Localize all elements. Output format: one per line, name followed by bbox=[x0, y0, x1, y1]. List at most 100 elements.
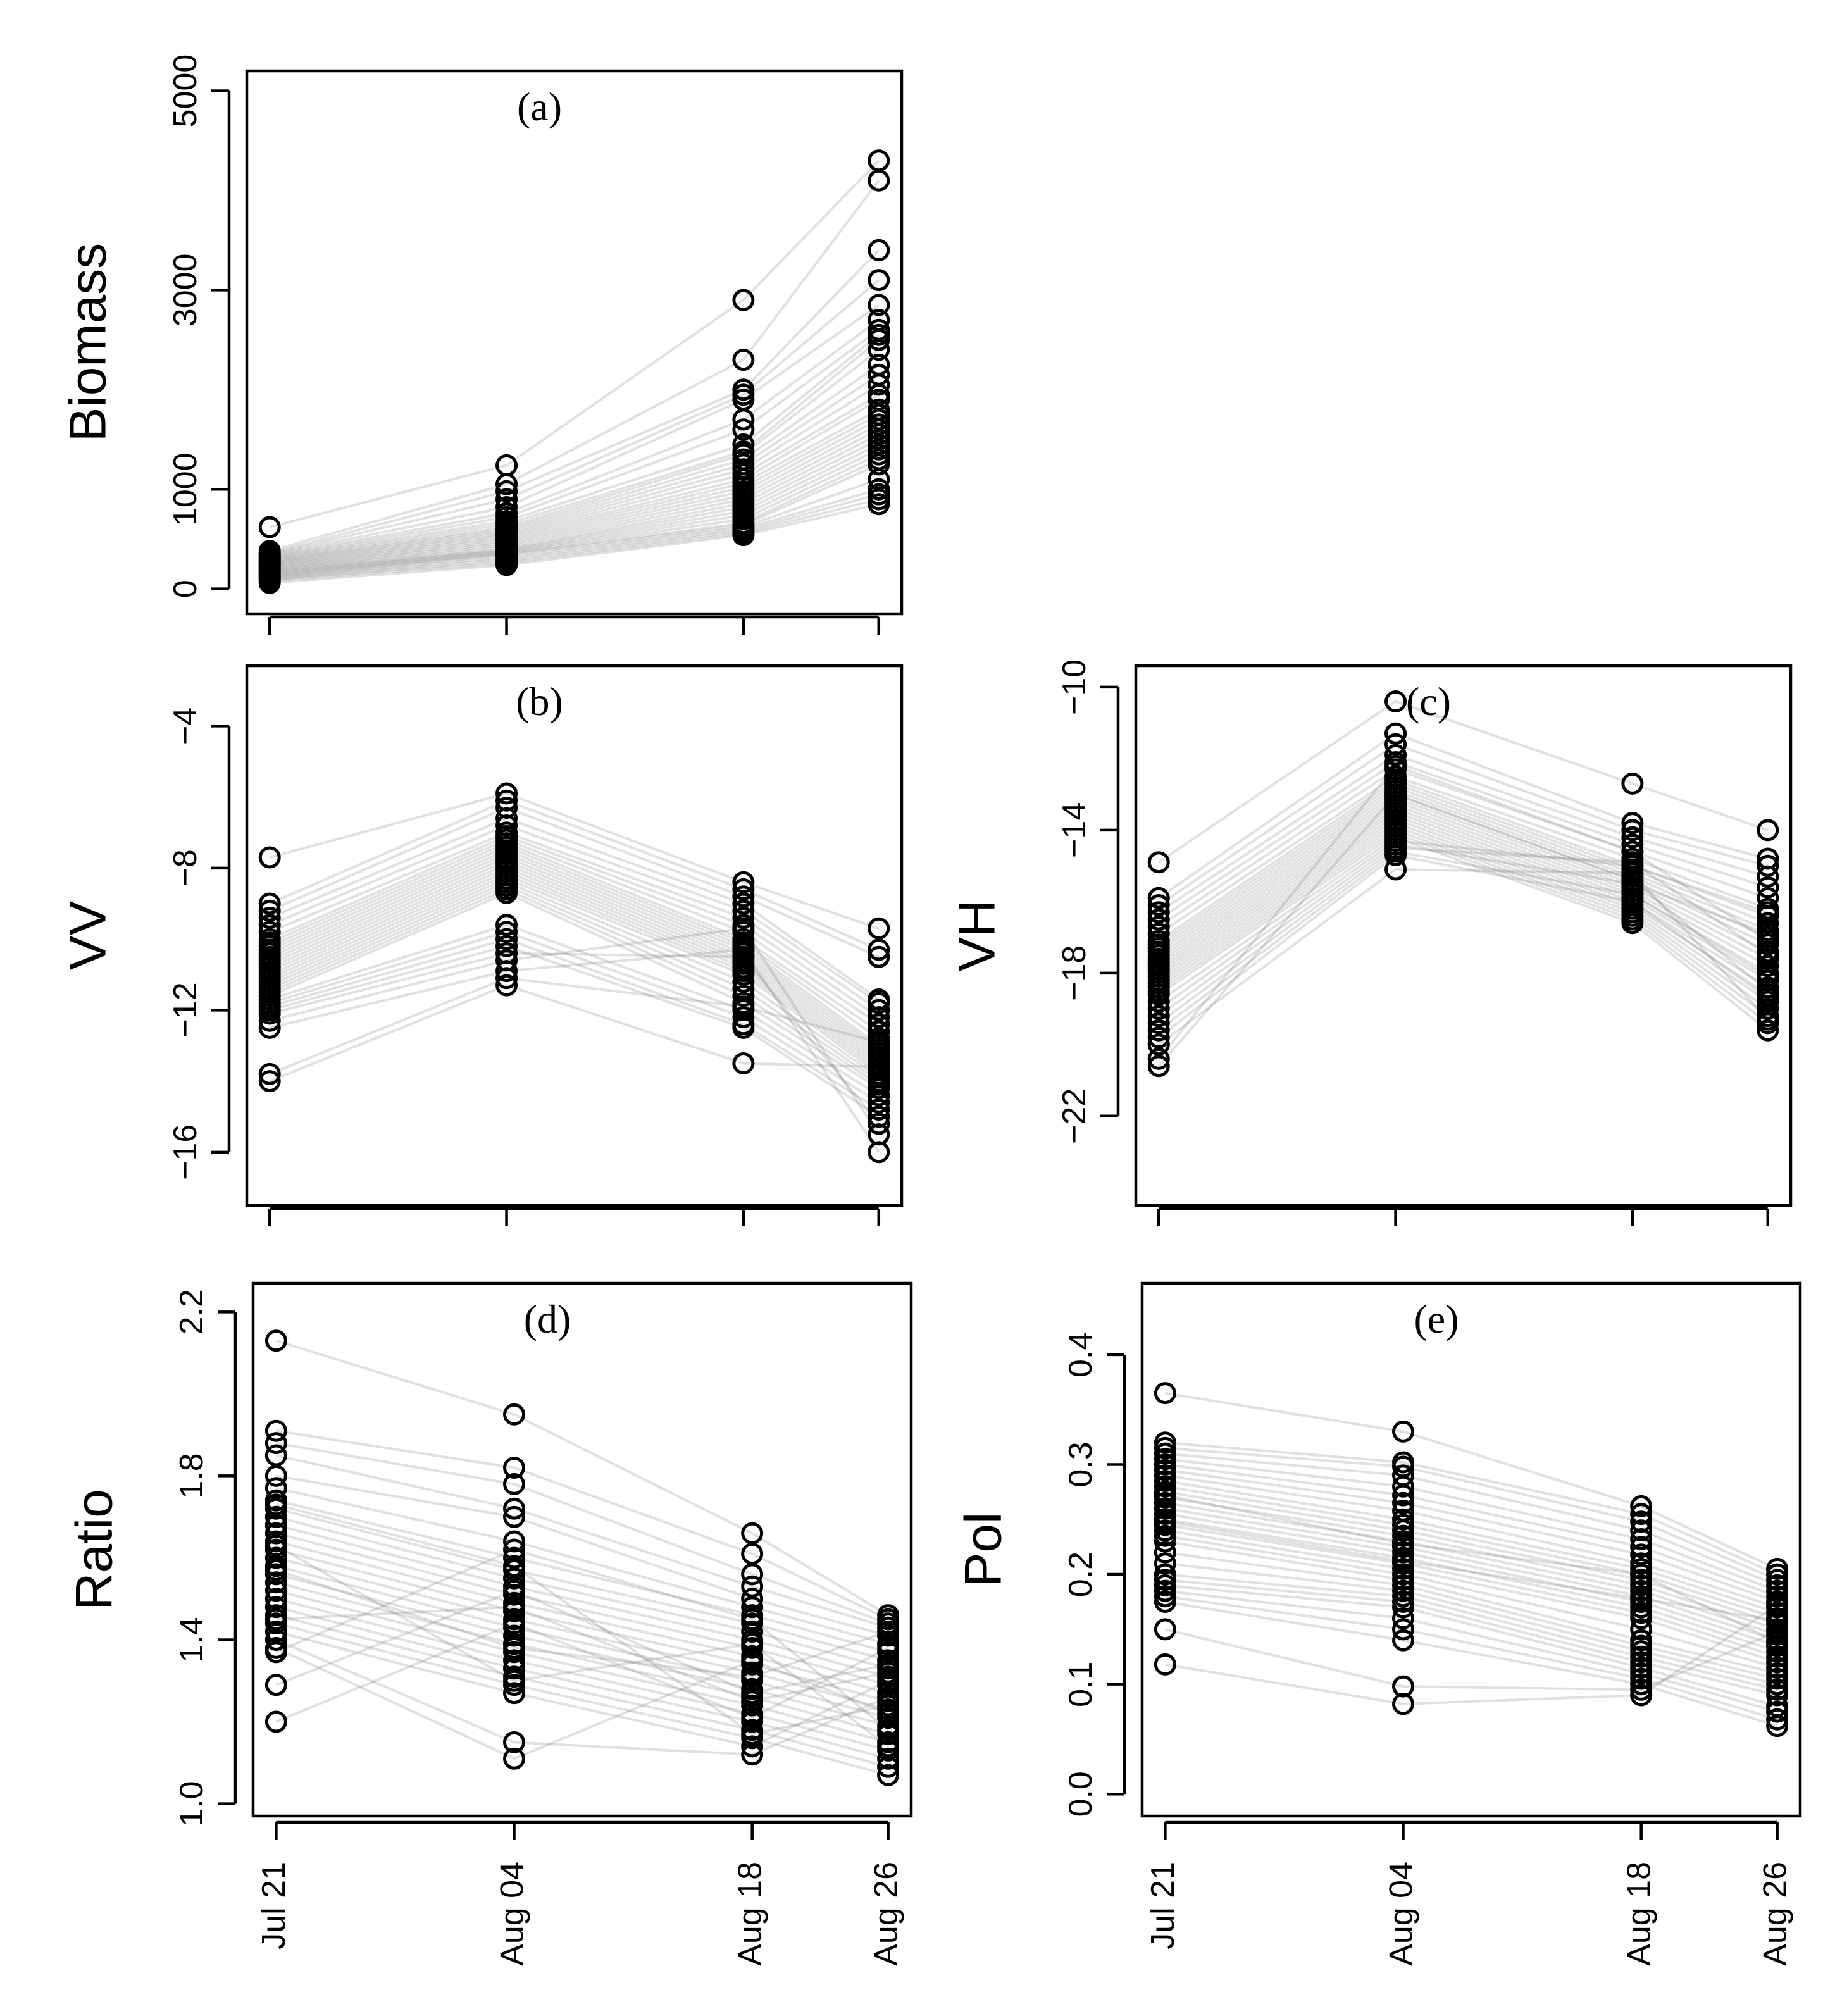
trajectory-line bbox=[1158, 743, 1769, 907]
data-point bbox=[1757, 980, 1779, 1002]
trajectory-line bbox=[270, 423, 880, 571]
data-point bbox=[877, 1694, 900, 1717]
trajectory-line bbox=[269, 983, 879, 1083]
data-point bbox=[741, 1690, 764, 1713]
trajectory-line bbox=[275, 1572, 889, 1727]
x-tick-label: Jul 21 bbox=[256, 1862, 292, 1950]
trajectory-line bbox=[1158, 800, 1769, 964]
trajectory-line bbox=[1158, 811, 1769, 981]
trajectory-line bbox=[275, 1589, 889, 1695]
data-point bbox=[258, 1009, 281, 1032]
trajectory-line bbox=[275, 1614, 889, 1769]
trajectory-line bbox=[269, 842, 880, 1033]
y-tick-label: 1.0 bbox=[173, 1781, 210, 1826]
data-point bbox=[741, 1665, 764, 1688]
data-point bbox=[264, 1559, 287, 1581]
trajectory-line bbox=[1165, 1502, 1778, 1636]
data-point bbox=[741, 1682, 764, 1705]
trajectory-line bbox=[1165, 1391, 1778, 1571]
data-point bbox=[495, 921, 518, 943]
trajectory-line bbox=[1158, 847, 1769, 1024]
trajectory-line bbox=[1165, 1496, 1778, 1631]
trajectory-line bbox=[269, 835, 880, 1019]
data-point bbox=[868, 493, 890, 516]
trajectory-line bbox=[1165, 1529, 1778, 1664]
trajectory-line bbox=[1158, 796, 1769, 960]
data-point bbox=[868, 945, 890, 968]
trajectory-line bbox=[269, 383, 880, 564]
data-point bbox=[1766, 1620, 1789, 1643]
data-point bbox=[732, 985, 755, 1007]
trajectory-line bbox=[269, 938, 880, 1111]
trajectory-line bbox=[275, 1486, 889, 1645]
data-point bbox=[495, 928, 518, 950]
trajectory-line bbox=[275, 1638, 889, 1756]
y-tick-label: −14 bbox=[1056, 802, 1093, 858]
y-tick-label: 1.8 bbox=[173, 1453, 210, 1498]
data-point bbox=[732, 892, 755, 915]
trajectory-line bbox=[1157, 793, 1769, 1067]
data-point bbox=[741, 1723, 764, 1745]
x-tick-label: Aug 04 bbox=[1383, 1862, 1419, 1966]
data-point bbox=[258, 892, 281, 915]
trajectory-line bbox=[275, 1630, 889, 1748]
data-point bbox=[1392, 1475, 1415, 1498]
panel-label: (e) bbox=[1414, 1297, 1459, 1341]
data-point bbox=[1757, 854, 1779, 877]
trajectory-line bbox=[1158, 828, 1769, 1017]
trajectory-line bbox=[1158, 732, 1769, 899]
data-point bbox=[503, 1669, 526, 1692]
data-point bbox=[1392, 1491, 1415, 1514]
x-tick-label: Aug 18 bbox=[1621, 1862, 1657, 1966]
trajectory-line bbox=[1165, 1562, 1778, 1686]
data-point bbox=[1147, 990, 1170, 1013]
data-point bbox=[868, 328, 890, 351]
data-point bbox=[503, 1731, 526, 1753]
trajectory-line bbox=[270, 448, 880, 575]
trajectory-line bbox=[1165, 1441, 1778, 1576]
data-point bbox=[503, 1505, 526, 1528]
data-point bbox=[868, 169, 890, 192]
trajectory-line bbox=[275, 1507, 889, 1662]
panel-label: (d) bbox=[524, 1297, 571, 1341]
trajectory-line bbox=[270, 443, 880, 575]
data-point bbox=[495, 967, 518, 990]
data-point bbox=[877, 1686, 900, 1708]
trajectory-line bbox=[275, 1581, 889, 1736]
data-point bbox=[868, 294, 890, 316]
trajectory-line bbox=[275, 1544, 889, 1748]
y-tick-label: −10 bbox=[1056, 659, 1093, 715]
y-tick-label: −12 bbox=[167, 982, 204, 1038]
data-point bbox=[264, 1641, 287, 1664]
data-point bbox=[1384, 858, 1407, 881]
data-point bbox=[1621, 819, 1644, 842]
data-point bbox=[868, 1091, 890, 1114]
trajectory-line bbox=[270, 502, 880, 585]
trajectory-line bbox=[269, 976, 880, 1076]
data-point bbox=[264, 1534, 287, 1557]
trajectory-line bbox=[270, 463, 880, 578]
trajectory-line bbox=[1158, 839, 1769, 1010]
trajectory-line bbox=[269, 249, 880, 554]
data-point bbox=[1147, 1026, 1170, 1048]
trajectory-line bbox=[1158, 821, 1769, 1003]
trajectory-line bbox=[1165, 1507, 1778, 1642]
data-point bbox=[1147, 1033, 1170, 1056]
trajectory-line bbox=[276, 1429, 889, 1621]
x-tick-label: Aug 26 bbox=[1757, 1862, 1793, 1966]
trajectory-line bbox=[269, 363, 880, 563]
data-point bbox=[1154, 1618, 1176, 1641]
data-point bbox=[868, 999, 890, 1021]
trajectory-line bbox=[275, 1339, 889, 1617]
trajectory-line bbox=[1165, 1595, 1778, 1721]
panel-b: −16 −12 −8 −4 VV (b) bbox=[59, 664, 904, 1226]
data-point bbox=[868, 1141, 890, 1164]
trajectory-line bbox=[1158, 832, 1769, 1024]
y-tick-label: −22 bbox=[1056, 1088, 1093, 1144]
trajectory-line bbox=[269, 179, 880, 552]
panel-label: (b) bbox=[516, 679, 563, 724]
data-point bbox=[877, 1669, 900, 1692]
data-point bbox=[732, 917, 755, 940]
trajectory-line bbox=[1165, 1452, 1778, 1587]
data-point bbox=[1757, 966, 1779, 988]
